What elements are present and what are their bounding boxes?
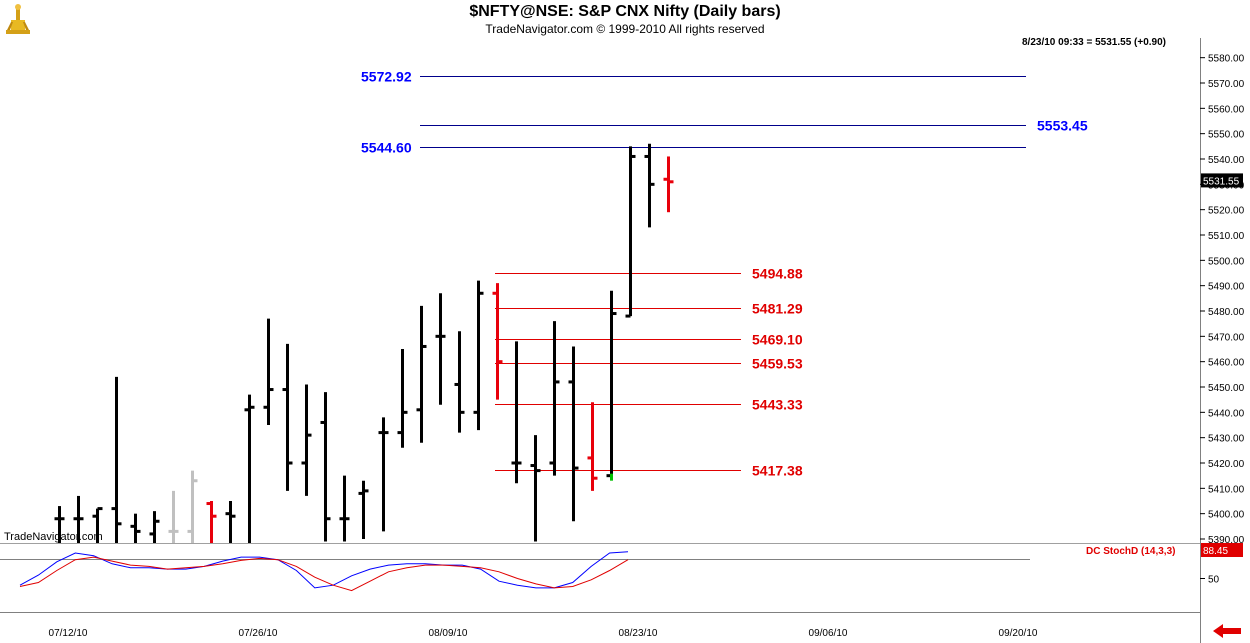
stoch-value-tag [1201, 543, 1243, 557]
x-tick-label: 09/20/10 [999, 628, 1038, 639]
x-tick-label: 09/06/10 [809, 628, 848, 639]
stoch-value-label: 88.45 [1203, 546, 1228, 557]
y-tick-label: 5420.00 [1208, 459, 1245, 470]
scroll-left-arrow-icon[interactable] [1213, 624, 1241, 638]
x-tick-label: 08/23/10 [619, 628, 658, 639]
stoch-tick-label: 50 [1208, 575, 1220, 586]
y-tick-label: 5430.00 [1208, 434, 1245, 445]
y-tick-label: 5510.00 [1208, 231, 1245, 242]
y-tick-label: 5490.00 [1208, 282, 1245, 293]
level-label: 5417.38 [752, 463, 803, 479]
watermark-label: TradeNavigator.com [4, 531, 103, 543]
level-label: 5469.10 [752, 332, 803, 348]
y-tick-label: 5450.00 [1208, 383, 1245, 394]
y-tick-label: 5570.00 [1208, 79, 1245, 90]
trading-post-logo-icon [2, 2, 34, 36]
y-tick-label: 5400.00 [1208, 510, 1245, 521]
level-label: 5459.53 [752, 356, 803, 372]
y-tick-label: 5410.00 [1208, 484, 1245, 495]
chart-header: $NFTY@NSE: S&P CNX Nifty (Daily bars) Tr… [0, 0, 1250, 40]
copyright-notice: TradeNavigator.com © 1999-2010 All right… [485, 22, 765, 36]
y-tick-label: 5440.00 [1208, 408, 1245, 419]
y-tick-label: 5460.00 [1208, 358, 1245, 369]
y-tick-label: 5560.00 [1208, 104, 1245, 115]
x-tick-label: 07/12/10 [49, 628, 88, 639]
level-label: 5443.33 [752, 397, 803, 413]
y-tick-label: 5500.00 [1208, 256, 1245, 267]
level-label: 5481.29 [752, 301, 803, 317]
stoch-k-line [19, 551, 629, 589]
y-tick-label: 5390.00 [1208, 535, 1245, 546]
last-quote: 8/23/10 09:33 = 5531.55 (+0.90) [1022, 37, 1167, 48]
last-price-label: 5531.55 [1203, 176, 1240, 187]
last-price-tag [1201, 173, 1243, 188]
level-label: 5494.88 [752, 266, 803, 282]
y-tick-label: 5580.00 [1208, 54, 1245, 65]
y-tick-label: 5470.00 [1208, 332, 1245, 343]
x-tick-label: 08/09/10 [429, 628, 468, 639]
x-tick-label: 07/26/10 [239, 628, 278, 639]
y-tick-label: 5520.00 [1208, 206, 1245, 217]
y-tick-label: 5550.00 [1208, 130, 1245, 141]
chart-title: $NFTY@NSE: S&P CNX Nifty (Daily bars) [469, 3, 781, 20]
stoch-d-line [19, 556, 629, 592]
stoch-indicator-label: DC StochD (14,3,3) [1086, 546, 1175, 557]
level-label: 5544.60 [361, 140, 412, 156]
level-label: 5553.45 [1037, 118, 1088, 134]
y-tick-label: 5480.00 [1208, 307, 1245, 318]
level-label: 5572.92 [361, 69, 412, 85]
y-tick-label: 5540.00 [1208, 155, 1245, 166]
